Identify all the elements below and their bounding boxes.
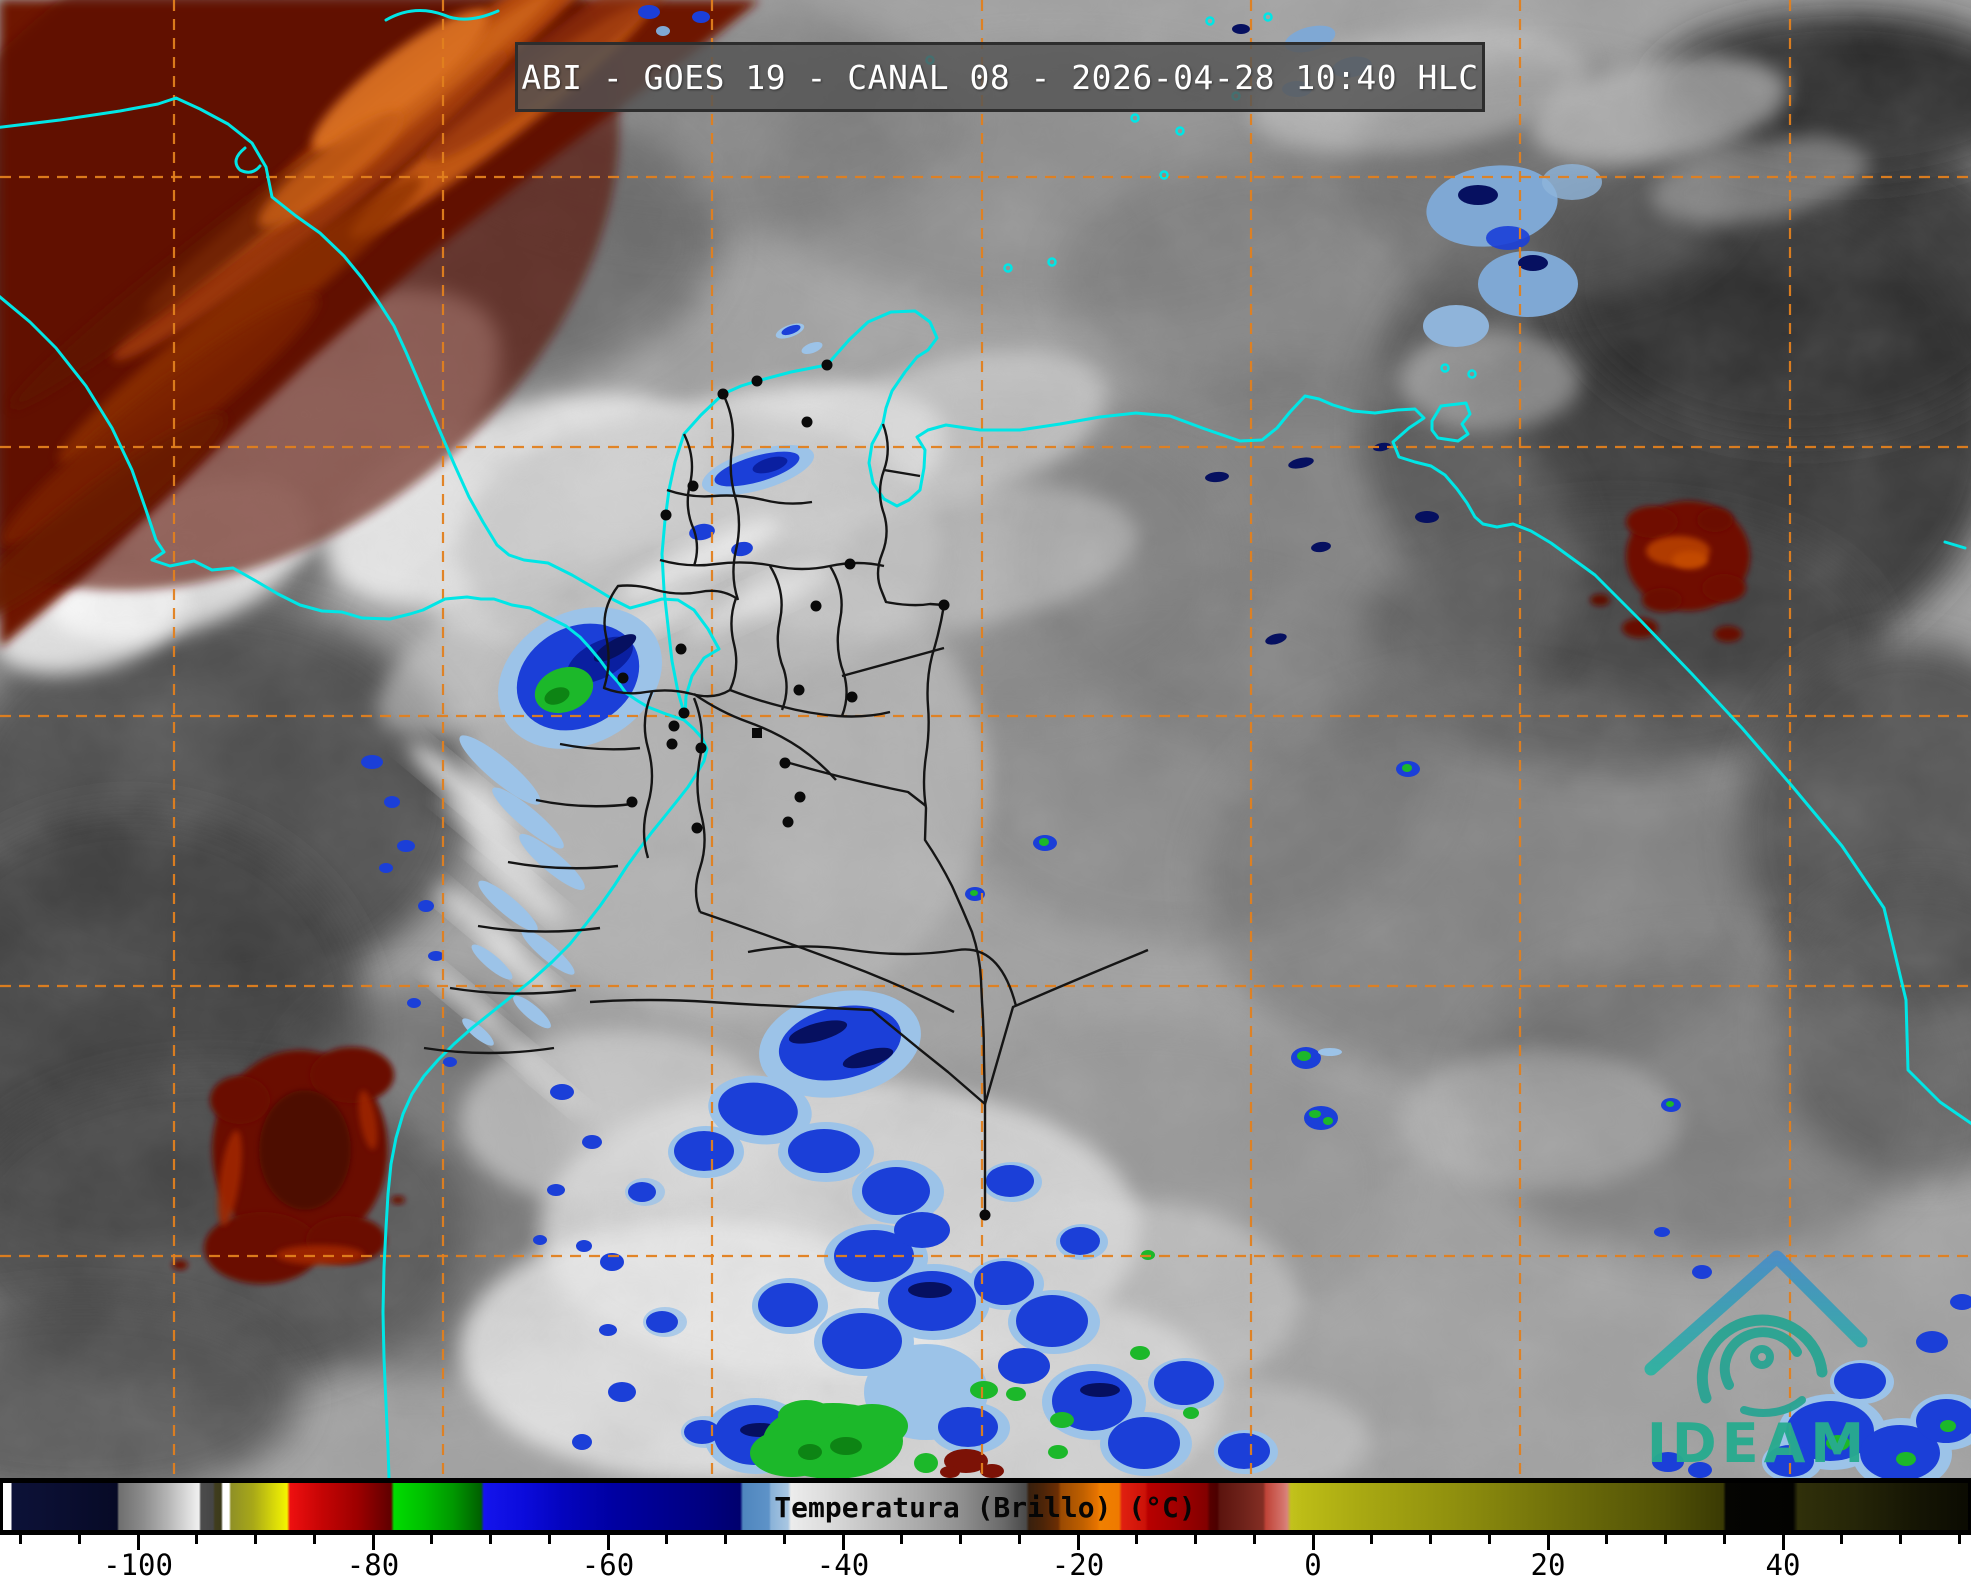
city-dot [695, 742, 707, 754]
colorbar-tick [900, 1535, 904, 1544]
city-dot [782, 816, 794, 828]
city-dot [844, 558, 856, 570]
colorbar-title: Temperatura (Brillo) (°C) [774, 1491, 1196, 1524]
colorbar-tick [1546, 1535, 1550, 1550]
satellite-map: IDEAM [0, 0, 1971, 1478]
city-dot [717, 388, 729, 400]
cold-cloud-patches [361, 5, 1971, 1478]
colorbar-tick-label: 0 [1304, 1548, 1322, 1577]
colorbar-tick [1370, 1535, 1374, 1544]
colorbar-tick [1840, 1535, 1844, 1544]
colorbar-tick [1076, 1535, 1080, 1550]
product-title: ABI - GOES 19 - CANAL 08 - 2026-04-28 10… [521, 57, 1479, 97]
graticule [0, 0, 1971, 1478]
colorbar-tick [1429, 1535, 1432, 1544]
city-dot [675, 643, 687, 655]
city-dot [938, 599, 950, 611]
colorbar: Temperatura (Brillo) (°C) -100 -80 -60 -40 -… [0, 1478, 1971, 1577]
city-dot [779, 757, 791, 769]
colorbar-tick [1722, 1535, 1726, 1544]
colorbar-tick [782, 1535, 786, 1544]
colorbar-tick [77, 1535, 81, 1544]
city-dot [793, 684, 805, 696]
city-dot [751, 375, 763, 387]
city-dot [979, 1209, 991, 1221]
colorbar-tick-label: -100 [103, 1548, 173, 1577]
logo-mountain-icon [1644, 1250, 1868, 1376]
colorbar-tick [371, 1535, 375, 1550]
colorbar-tick [19, 1535, 22, 1544]
colorbar-tick [959, 1535, 962, 1544]
colorbar-tick [1017, 1535, 1021, 1544]
colorbar-gradient [3, 1483, 1968, 1530]
colorbar-tick-label: -60 [581, 1548, 635, 1577]
city-markers [617, 359, 991, 1221]
colorbar-tick [430, 1535, 434, 1544]
colorbar-tick-label: 20 [1530, 1548, 1566, 1577]
colorbar-tick-label: 40 [1765, 1548, 1801, 1577]
colorbar-tick [665, 1535, 669, 1544]
colorbar-tick [195, 1535, 199, 1544]
colorbar-tick [1899, 1535, 1902, 1544]
colorbar-tick [606, 1535, 610, 1550]
city-dot [801, 416, 813, 428]
colorbar-tick [1252, 1535, 1256, 1544]
city-dot [691, 822, 703, 834]
colorbar-tick-label: -20 [1051, 1548, 1105, 1577]
colorbar-tick [1194, 1535, 1197, 1544]
colorbar-tick-label: -80 [346, 1548, 400, 1577]
capital-marker [752, 728, 762, 738]
colorbar-tick [136, 1535, 140, 1550]
colorbar-tick [1487, 1535, 1491, 1544]
title-bar: ABI - GOES 19 - CANAL 08 - 2026-04-28 10… [515, 42, 1485, 112]
city-dot [626, 796, 638, 808]
city-dot [666, 738, 678, 750]
city-dot [668, 720, 680, 732]
colorbar-tick [1957, 1535, 1961, 1544]
warm-airmass-regions [0, 0, 1750, 1284]
colorbar-tick [547, 1535, 551, 1544]
colorbar-tick-label: -40 [816, 1548, 870, 1577]
colorbar-tick [312, 1535, 316, 1544]
colorbar-tick [724, 1535, 727, 1544]
colorbar-tick [841, 1535, 845, 1550]
department-borders [423, 393, 1149, 1212]
city-dot [617, 672, 629, 684]
colorbar-tick [489, 1535, 492, 1544]
colorbar-tick [254, 1535, 257, 1544]
colorbar-tick [1664, 1535, 1667, 1544]
logo-spiral-icon [1696, 1314, 1828, 1417]
logo-wordmark: IDEAM [1647, 1412, 1869, 1475]
city-dot [660, 509, 672, 521]
city-dot [678, 707, 690, 719]
city-dot [846, 691, 858, 703]
city-dot [794, 791, 806, 803]
city-dot [821, 359, 833, 371]
colorbar-tick [1311, 1535, 1315, 1550]
colorbar-tick [1135, 1535, 1139, 1544]
city-dot [810, 600, 822, 612]
ideam-logo: IDEAM [1644, 1250, 1869, 1475]
city-dot [687, 480, 699, 492]
colorbar-tick [1605, 1535, 1609, 1544]
colorbar-tick [1781, 1535, 1785, 1550]
